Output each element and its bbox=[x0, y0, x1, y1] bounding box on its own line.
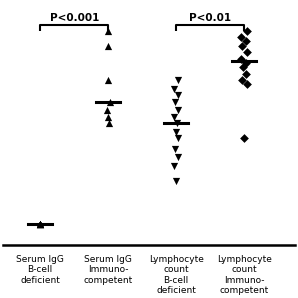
Point bbox=[240, 65, 245, 69]
Point bbox=[38, 221, 43, 226]
Point bbox=[172, 86, 176, 91]
Point bbox=[173, 99, 177, 104]
Text: P<0.01: P<0.01 bbox=[189, 13, 231, 23]
Point bbox=[175, 93, 180, 97]
Point bbox=[105, 108, 109, 112]
Point bbox=[242, 136, 247, 140]
Point bbox=[174, 179, 179, 183]
Point bbox=[106, 28, 111, 33]
Point bbox=[38, 221, 43, 226]
Point bbox=[176, 108, 181, 112]
Point bbox=[245, 28, 249, 33]
Point bbox=[172, 164, 176, 168]
Point bbox=[176, 155, 181, 160]
Point bbox=[106, 114, 111, 119]
Point bbox=[175, 136, 180, 140]
Point bbox=[106, 43, 111, 48]
Point bbox=[176, 78, 181, 83]
Point bbox=[38, 221, 43, 226]
Point bbox=[106, 78, 111, 83]
Point bbox=[244, 71, 249, 76]
Point bbox=[244, 39, 249, 44]
Point bbox=[175, 121, 179, 125]
Point bbox=[239, 35, 244, 40]
Point bbox=[38, 221, 43, 226]
Point bbox=[172, 114, 176, 119]
Text: P<0.001: P<0.001 bbox=[49, 13, 99, 23]
Point bbox=[245, 82, 249, 87]
Point bbox=[107, 99, 112, 104]
Point bbox=[106, 121, 111, 125]
Point bbox=[240, 78, 245, 83]
Point bbox=[239, 56, 244, 61]
Point bbox=[245, 50, 249, 55]
Point bbox=[173, 146, 177, 151]
Point bbox=[173, 129, 178, 134]
Point bbox=[38, 221, 43, 226]
Point bbox=[243, 60, 248, 65]
Point bbox=[240, 43, 245, 48]
